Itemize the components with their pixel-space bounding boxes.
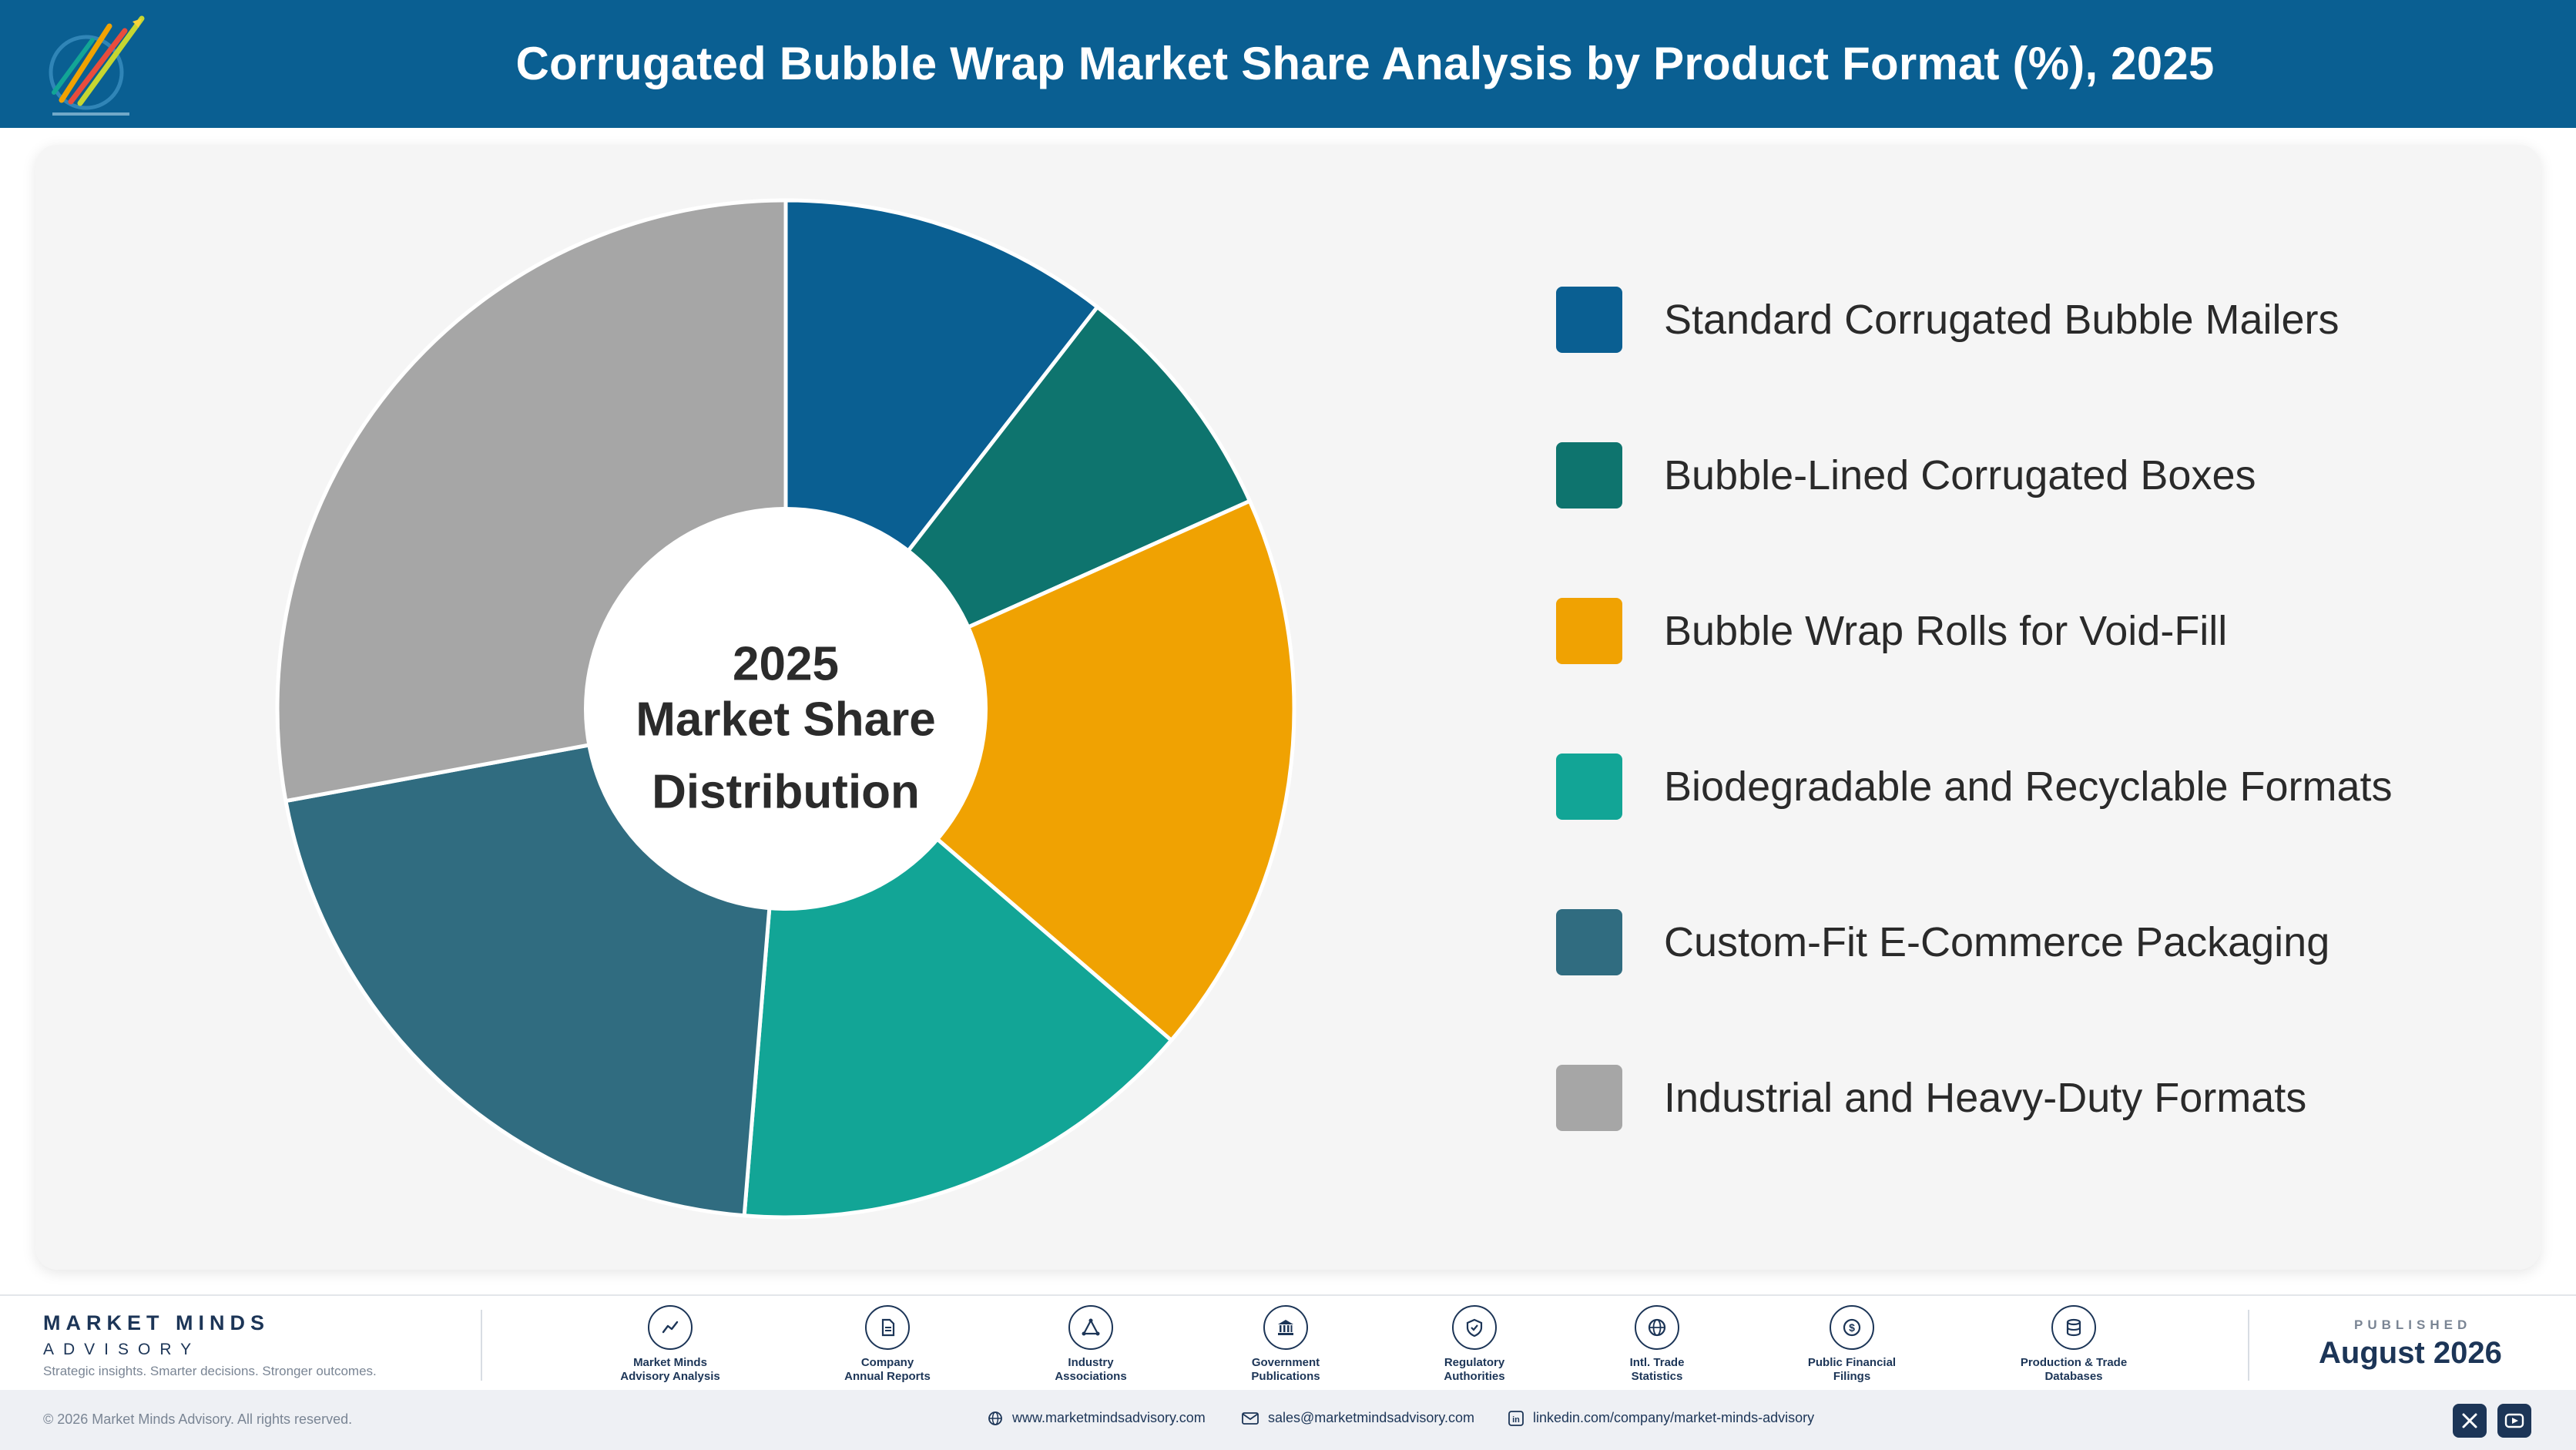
website-link[interactable]: www.marketmindsadvisory.com [988,1410,1206,1426]
database-icon [2051,1305,2096,1350]
document-icon [865,1305,910,1350]
website-text: www.marketmindsadvisory.com [1012,1410,1206,1425]
trend-chart-icon [648,1305,693,1350]
data-source-item: Intl. Trade Statistics [1572,1305,1742,1384]
globe-icon [1635,1305,1679,1350]
legend-label: Bubble Wrap Rolls for Void-Fill [1664,608,2228,654]
data-source-label: Intl. Trade Statistics [1629,1356,1685,1383]
brand-name: MARKET MINDS [43,1311,270,1334]
mail-icon [1242,1411,1259,1425]
data-source-label: Company Annual Reports [844,1356,931,1383]
linkedin-link[interactable]: in linkedin.com/company/market-minds-adv… [1508,1410,1814,1426]
footer-divider [481,1310,482,1381]
data-source-item: Company Annual Reports [803,1305,972,1384]
legend-label: Standard Corrugated Bubble Mailers [1664,297,2340,343]
copyright: © 2026 Market Minds Advisory. All rights… [43,1411,353,1427]
published-date: August 2026 [2319,1336,2502,1370]
footer-divider [2248,1310,2249,1381]
data-source-item: Market Minds Advisory Analysis [585,1305,755,1384]
company-logo [49,15,145,116]
brand-tagline: Strategic insights. Smarter decisions. S… [43,1364,377,1378]
data-source-label: Public Financial Filings [1807,1356,1897,1383]
data-source-label: Regulatory Authorities [1444,1356,1505,1383]
bottom-bar: © 2026 Market Minds Advisory. All rights… [0,1390,2576,1450]
brand-subtitle: ADVISORY [43,1341,201,1358]
data-source-label: Industry Associations [1055,1356,1127,1383]
center-label-line2: Market Share [636,693,935,746]
center-label-year: 2025 [733,637,839,690]
legend-swatch [1556,909,1622,975]
svg-text:in: in [1512,1415,1520,1425]
published-caption: PUBLISHED [2354,1317,2472,1332]
svg-text:$: $ [1849,1321,1855,1334]
center-label-line3: Distribution [652,765,920,818]
shield-icon [1452,1305,1497,1350]
data-source-item: Regulatory Authorities [1390,1305,1559,1384]
pie-slice-3 [783,498,1296,1042]
dollar-coin-icon: $ [1830,1305,1874,1350]
legend-swatch [1556,598,1622,664]
legend-swatch [1556,442,1622,509]
legend-label: Biodegradable and Recyclable Formats [1664,764,2393,810]
legend-swatch [1556,754,1622,820]
data-source-item: Production & Trade Databases [1989,1305,2158,1384]
email-link[interactable]: sales@marketmindsadvisory.com [1242,1410,1474,1426]
page-title: Corrugated Bubble Wrap Market Share Anal… [515,38,2215,89]
footer: MARKET MINDS ADVISORY Strategic insights… [0,1294,2576,1390]
legend-label: Industrial and Heavy-Duty Formats [1664,1075,2307,1121]
network-icon [1068,1305,1113,1350]
linkedin-text: linkedin.com/company/market-minds-adviso… [1533,1410,1815,1425]
email-text: sales@marketmindsadvisory.com [1268,1410,1475,1425]
header-bar: Corrugated Bubble Wrap Market Share Anal… [0,0,2576,128]
youtube-social-button[interactable] [2497,1404,2531,1438]
data-source-label: Market Minds Advisory Analysis [620,1356,720,1383]
legend-swatch [1556,1065,1622,1131]
data-source-item: Government Publications [1201,1305,1370,1384]
legend-label: Bubble-Lined Corrugated Boxes [1664,452,2256,498]
globe-icon [988,1411,1002,1425]
x-social-button[interactable] [2453,1404,2487,1438]
data-source-label: Government Publications [1251,1356,1320,1383]
x-logo-icon [2462,1413,2477,1428]
data-source-label: Production & Trade Databases [2020,1356,2128,1383]
donut-hole [584,507,988,911]
legend-label: Custom-Fit E-Commerce Packaging [1664,919,2330,965]
government-building-icon [1263,1305,1308,1350]
donut-chart: 2025 Market Share Distribution [277,200,1296,1217]
linkedin-icon: in [1508,1410,1524,1426]
youtube-icon [2504,1413,2524,1428]
data-source-item: $ Public Financial Filings [1767,1305,1937,1384]
data-source-item: Industry Associations [1006,1305,1176,1384]
legend-swatch [1556,287,1622,353]
